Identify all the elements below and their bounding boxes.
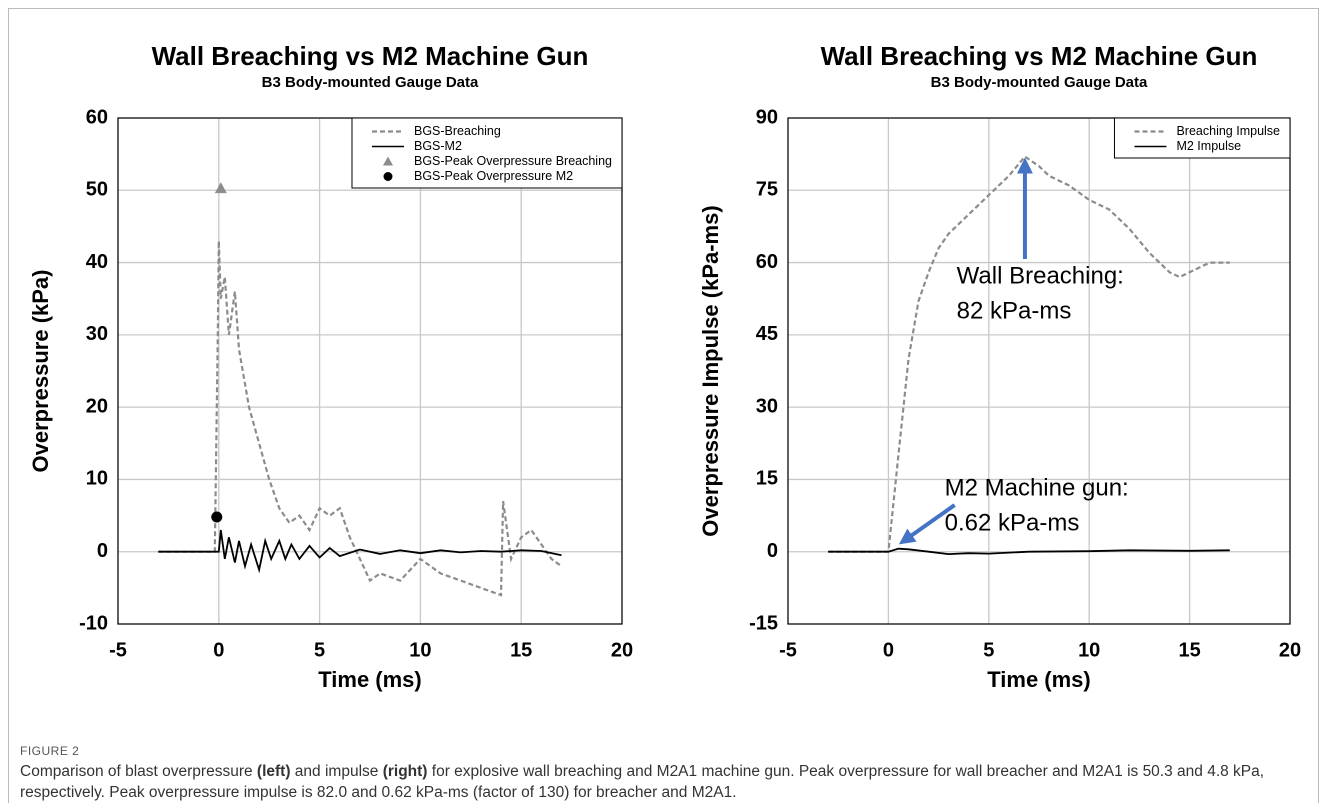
y-tick-label: 45 [756,323,778,345]
peak-marker [211,511,223,523]
chart-title: Wall Breaching vs M2 Machine Gun [152,41,589,71]
x-tick-label: 15 [510,639,532,661]
y-tick-label: 60 [86,106,108,128]
annotation-text: Wall Breaching: [957,262,1124,289]
legend-label: Breaching Impulse [1176,124,1280,138]
figure-caption: Comparison of blast overpressure (left) … [20,761,1315,803]
legend-swatch [382,156,393,166]
x-tick-label: 10 [1078,639,1100,661]
chart-title: Wall Breaching vs M2 Machine Gun [821,41,1258,71]
annotation-text: M2 Machine gun: [945,474,1129,501]
caption-text: (right) [382,763,428,780]
y-tick-label: 30 [756,395,778,417]
y-tick-label: -10 [79,612,108,634]
y-tick-label: 0 [767,540,778,562]
y-tick-label: 10 [86,468,108,490]
legend-label: BGS-M2 [414,139,462,153]
figure-frame [8,8,1319,803]
y-axis-label: Overpressure (kPa) [28,270,53,473]
x-tick-label: 5 [314,639,325,661]
y-tick-label: 15 [756,468,778,490]
y-tick-label: 60 [756,251,778,273]
figure: Wall Breaching vs M2 Machine Gun B3 Body-… [28,41,1301,692]
y-tick-label: 30 [86,323,108,345]
annotation-arrow [898,503,956,545]
x-tick-label: 20 [611,639,633,661]
data-line [158,240,563,597]
data-line [828,155,1230,553]
legend-label: M2 Impulse [1176,139,1241,153]
plot-frame [787,117,1291,625]
x-axis-label: Time (ms) [318,667,422,692]
caption-text: Comparison of blast overpressure [20,763,257,780]
x-tick-label: -5 [779,639,797,661]
legend-label: BGS-Breaching [414,124,501,138]
y-tick-label: 20 [86,395,108,417]
x-tick-label: 15 [1178,639,1200,661]
legend-swatch [383,172,393,181]
legend-label: BGS-Peak Overpressure Breaching [414,154,612,168]
x-tick-label: -5 [109,639,127,661]
annotation-text: 82 kPa-ms [957,297,1072,324]
y-tick-label: 40 [86,251,108,273]
data-line [158,529,562,574]
caption-text: (left) [256,763,291,780]
y-axis-label: Overpressure Impulse (kPa-ms) [698,205,723,536]
figure-label: FIGURE 2 [20,744,80,758]
x-tick-label: 20 [1279,639,1301,661]
data-line [828,547,1230,556]
peak-marker [214,182,227,194]
x-tick-label: 0 [883,639,894,661]
legend-box [1113,117,1291,159]
y-tick-label: 50 [86,179,108,201]
chart-subtitle: B3 Body-mounted Gauge Data [262,74,479,91]
legend-label: BGS-Peak Overpressure M2 [414,169,573,183]
y-tick-label: 75 [756,179,778,201]
x-axis-label: Time (ms) [987,667,1091,692]
x-tick-label: 0 [213,639,224,661]
y-tick-label: -15 [749,612,778,634]
plot-frame [117,117,623,625]
x-tick-label: 10 [409,639,431,661]
x-tick-label: 5 [983,639,994,661]
annotation-text: 0.62 kPa-ms [945,509,1080,536]
caption-text: for explosive wall breaching and M2A1 ma… [20,763,1265,801]
chart-subtitle: B3 Body-mounted Gauge Data [931,74,1148,91]
legend-box [351,117,623,189]
y-tick-label: 90 [756,106,778,128]
caption-text: and impulse [290,763,383,780]
y-tick-label: 0 [97,540,108,562]
